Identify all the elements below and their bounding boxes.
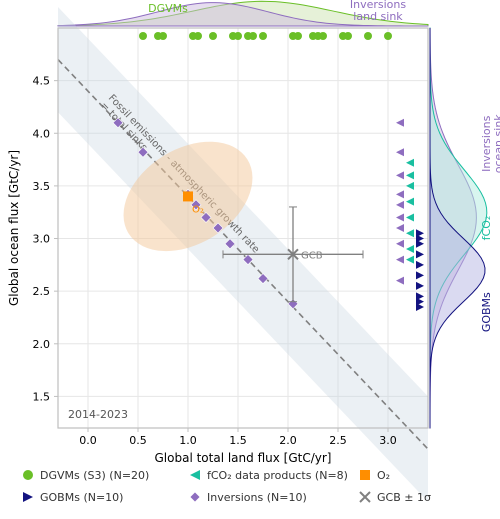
right-label-fco2: fCO₂ bbox=[480, 216, 493, 241]
ytick-label: 4.0 bbox=[33, 127, 51, 140]
legend-marker bbox=[360, 492, 370, 502]
right-label-gobm: GOBMs bbox=[480, 292, 493, 332]
legend-label: Inversions (N=10) bbox=[207, 491, 307, 504]
dgvm-strip-point bbox=[364, 32, 372, 40]
xtick-label: 0.5 bbox=[129, 434, 147, 447]
o2-label: O₂ bbox=[192, 204, 204, 215]
legend-marker bbox=[23, 492, 33, 502]
ytick-label: 2.0 bbox=[33, 338, 51, 351]
ytick-label: 2.5 bbox=[33, 285, 51, 298]
legend: DGVMs (S3) (N=20) fCO₂ data products (N=8… bbox=[23, 469, 431, 504]
period-label: 2014-2023 bbox=[68, 408, 128, 421]
gcb-label: GCB bbox=[301, 250, 323, 261]
dgvm-strip-point bbox=[384, 32, 392, 40]
dgvm-strip-point bbox=[139, 32, 147, 40]
dgvm-strip-point bbox=[209, 32, 217, 40]
xtick-label: 2.5 bbox=[329, 434, 347, 447]
legend-marker bbox=[360, 470, 370, 480]
top-label-dgvm: DGVMs bbox=[148, 2, 188, 15]
xlabel: Global total land flux [GtC/yr] bbox=[155, 451, 332, 465]
dgvm-strip-point bbox=[259, 32, 267, 40]
ytick-label: 3.0 bbox=[33, 233, 51, 246]
main-axes: Fossil emissions - atmospheric growth ra… bbox=[7, 7, 428, 502]
legend-marker bbox=[23, 470, 33, 480]
top-marginal: DGVMs Inversionsland sink bbox=[58, 0, 428, 26]
right-label-inv: Inversionsocean sink bbox=[480, 114, 500, 174]
legend-label: fCO₂ data products (N=8) bbox=[207, 469, 348, 482]
o2-point bbox=[183, 191, 193, 201]
dgvm-strip-point bbox=[194, 32, 202, 40]
dgvm-strip-point bbox=[344, 32, 352, 40]
dgvm-strip-point bbox=[249, 32, 257, 40]
legend-label: O₂ bbox=[377, 469, 390, 482]
dgvm-strip-point bbox=[319, 32, 327, 40]
xtick-label: 1.0 bbox=[179, 434, 197, 447]
legend-label: GOBMs (N=10) bbox=[40, 491, 123, 504]
ytick-label: 3.5 bbox=[33, 180, 51, 193]
legend-label: GCB ± 1σ bbox=[377, 491, 431, 504]
ytick-label: 1.5 bbox=[33, 390, 51, 403]
ylabel: Global ocean flux [GtC/yr] bbox=[7, 150, 21, 306]
xtick-label: 3.0 bbox=[379, 434, 397, 447]
dgvm-strip-point bbox=[294, 32, 302, 40]
legend-marker bbox=[190, 492, 200, 502]
legend-label: DGVMs (S3) (N=20) bbox=[40, 469, 149, 482]
xtick-label: 2.0 bbox=[279, 434, 297, 447]
dgvm-strip-point bbox=[159, 32, 167, 40]
ytick-label: 4.5 bbox=[33, 75, 51, 88]
top-label-inv: Inversionsland sink bbox=[350, 0, 407, 23]
legend-marker bbox=[190, 470, 200, 480]
xtick-label: 1.5 bbox=[229, 434, 247, 447]
dgvm-strip-point bbox=[234, 32, 242, 40]
xtick-label: 0.0 bbox=[79, 434, 97, 447]
right-marginal: Inversionsocean sink fCO₂ GOBMs bbox=[430, 28, 500, 428]
